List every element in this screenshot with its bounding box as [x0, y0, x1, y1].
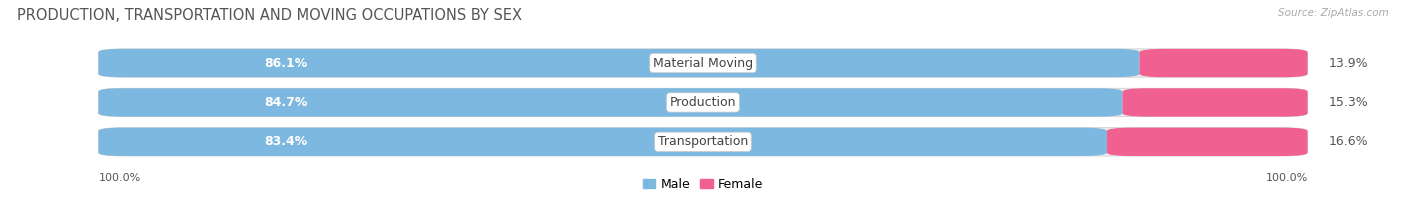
- FancyBboxPatch shape: [98, 49, 1308, 77]
- FancyBboxPatch shape: [1107, 128, 1308, 156]
- Text: 84.7%: 84.7%: [264, 96, 308, 109]
- FancyBboxPatch shape: [98, 88, 1122, 117]
- Text: Production: Production: [669, 96, 737, 109]
- Text: PRODUCTION, TRANSPORTATION AND MOVING OCCUPATIONS BY SEX: PRODUCTION, TRANSPORTATION AND MOVING OC…: [17, 8, 522, 23]
- Legend: Male, Female: Male, Female: [643, 178, 763, 191]
- FancyBboxPatch shape: [1122, 88, 1308, 117]
- FancyBboxPatch shape: [98, 49, 1139, 77]
- FancyBboxPatch shape: [98, 128, 1107, 156]
- FancyBboxPatch shape: [98, 128, 1308, 156]
- Text: 83.4%: 83.4%: [264, 135, 308, 148]
- FancyBboxPatch shape: [98, 88, 1308, 117]
- Text: 100.0%: 100.0%: [1265, 173, 1308, 183]
- Text: 86.1%: 86.1%: [264, 57, 308, 70]
- Text: Source: ZipAtlas.com: Source: ZipAtlas.com: [1278, 8, 1389, 18]
- FancyBboxPatch shape: [1139, 49, 1308, 77]
- Text: 13.9%: 13.9%: [1329, 57, 1368, 70]
- Text: Material Moving: Material Moving: [652, 57, 754, 70]
- Text: Transportation: Transportation: [658, 135, 748, 148]
- Text: 15.3%: 15.3%: [1329, 96, 1368, 109]
- Text: 100.0%: 100.0%: [98, 173, 141, 183]
- Text: 16.6%: 16.6%: [1329, 135, 1368, 148]
